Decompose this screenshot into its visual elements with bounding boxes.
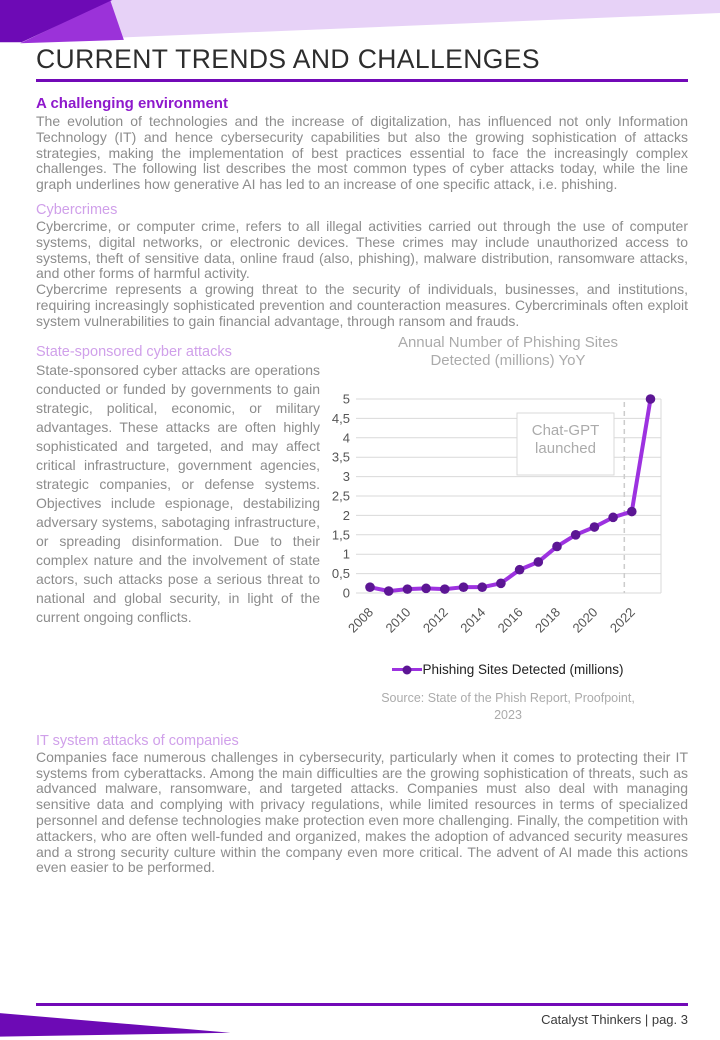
section-it-system-attacks: IT system attacks of companies Companies… [36,733,688,876]
chart-source-line2: 2023 [494,707,522,722]
section-heading: A challenging environment [36,94,228,112]
section-heading: IT system attacks of companies [36,732,239,749]
svg-text:3: 3 [343,469,350,484]
svg-text:4,5: 4,5 [332,411,350,426]
svg-text:2016: 2016 [495,605,526,636]
legend-line-marker-icon [392,665,423,675]
section-challenging-environment: A challenging environment The evolution … [36,95,688,193]
svg-text:5: 5 [343,392,350,407]
section-heading: Cybercrimes [36,201,118,218]
footer-rule [36,1003,688,1006]
svg-text:2012: 2012 [420,605,451,636]
chart-plot-area: 0 0,5 1 1,5 2 2,5 3 3,5 4 4,5 5 Chat-GPT launched 200… [328,375,688,646]
svg-text:3,5: 3,5 [332,450,350,465]
chart-legend: Phishing Sites Detected (millions) [328,662,688,677]
page-title: CURRENT TRENDS AND CHALLENGES [36,44,540,74]
footer-purple-triangle [0,1013,231,1037]
two-column-block: State-sponsored cyber attacks State-spon… [36,332,688,724]
svg-text:2: 2 [343,508,350,523]
svg-text:1: 1 [343,547,350,562]
section-paragraph: State-sponsored cyber attacks are operat… [36,361,320,625]
chart-title-line1: Annual Number of Phishing Sites [397,333,619,351]
page-content: CURRENT TRENDS AND CHALLENGES A challeng… [36,44,688,876]
section-paragraph: Companies face numerous challenges in cy… [36,748,688,876]
svg-text:2018: 2018 [532,605,563,636]
svg-text:1,5: 1,5 [332,527,350,542]
footer-page-label: Catalyst Thinkers | pag. 3 [541,1012,688,1027]
section-state-sponsored: State-sponsored cyber attacks State-spon… [36,332,320,724]
svg-text:2020: 2020 [569,605,600,636]
svg-text:4: 4 [343,430,350,445]
svg-text:2008: 2008 [345,605,376,636]
section-cybercrimes: Cybercrimes Cybercrime, or computer crim… [36,202,688,330]
section-paragraph: The evolution of technologies and the in… [36,112,688,193]
section-paragraph: Cybercrime, or computer crime, refers to… [36,217,688,282]
svg-text:2010: 2010 [382,605,413,636]
legend-label: Phishing Sites Detected (millions) [422,662,624,678]
section-paragraph: Cybercrime represents a growing threat t… [36,281,688,329]
header-ribbon-decoration [0,0,720,48]
title-underline [36,79,688,82]
chart-source: Source: State of the Phish Report, Proof… [328,690,688,724]
chart-title-line2: Detected (millions) YoY [430,352,586,370]
phishing-chart-figure: Annual Number of Phishing Sites Detected… [328,332,688,724]
svg-text:0: 0 [343,586,350,601]
chart-title: Annual Number of Phishing Sites Detected… [328,334,688,372]
svg-text:2022: 2022 [607,605,638,636]
chart-source-line1: Source: State of the Phish Report, Proof… [381,691,635,706]
svg-text:Chat-GPT: Chat-GPT [532,422,600,439]
section-heading: State-sponsored cyber attacks [36,343,232,360]
footer-ribbon-decoration [0,1012,720,1040]
svg-text:2014: 2014 [457,605,488,636]
svg-text:launched: launched [535,440,596,457]
svg-text:2,5: 2,5 [332,489,350,504]
svg-text:0,5: 0,5 [332,566,350,581]
